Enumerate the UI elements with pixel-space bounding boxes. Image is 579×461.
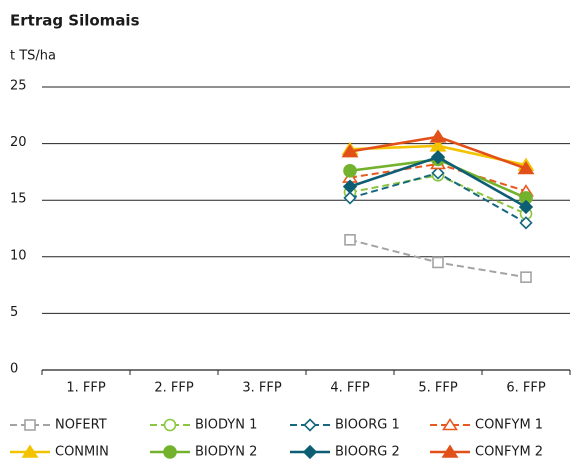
data-point [517,161,535,175]
x-tick-label: 1. FFP [66,381,105,396]
y-axis-label: t TS/ha [10,49,56,64]
y-tick-label: 10 [10,248,27,263]
data-point [430,150,446,165]
legend-marker [302,444,318,460]
legend-label: CONMIN [55,445,109,460]
y-tick-label: 15 [10,192,27,207]
x-tick-label: 5. FFP [418,381,457,396]
y-tick-label: 20 [10,135,27,150]
data-point [519,216,533,230]
legend-marker [21,444,39,458]
legend-marker [163,445,177,459]
legend-label: BIOORG 2 [335,445,400,460]
y-tick-label: 5 [10,305,18,320]
legend-label: CONFYM 2 [475,445,543,460]
chart-title: Ertrag Silomais [10,12,140,30]
y-tick-label: 0 [10,362,18,377]
data-point [343,191,357,205]
data-point [520,271,532,283]
data-point [429,129,447,143]
x-tick-label: 4. FFP [330,381,369,396]
legend-label: BIOORG 1 [335,418,400,433]
legend-label: NOFERT [55,418,107,433]
data-point [342,179,358,194]
legend-marker [441,444,459,458]
data-point [432,256,444,269]
legend-marker [163,418,177,432]
data-point [431,166,445,180]
y-tick-label: 25 [10,79,27,94]
x-tick-label: 6. FFP [506,381,545,396]
data-point [343,163,357,178]
data-point [341,144,359,158]
legend-marker [24,419,36,431]
legend-marker [303,418,317,432]
legend-label: BIODYN 2 [195,445,257,460]
data-point [344,234,356,246]
x-tick-label: 2. FFP [154,381,193,396]
legend-label: BIODYN 1 [195,418,257,433]
legend-marker [442,418,458,431]
legend-label: CONFYM 1 [475,418,543,433]
x-tick-label: 3. FFP [242,381,281,396]
data-point [518,199,534,215]
